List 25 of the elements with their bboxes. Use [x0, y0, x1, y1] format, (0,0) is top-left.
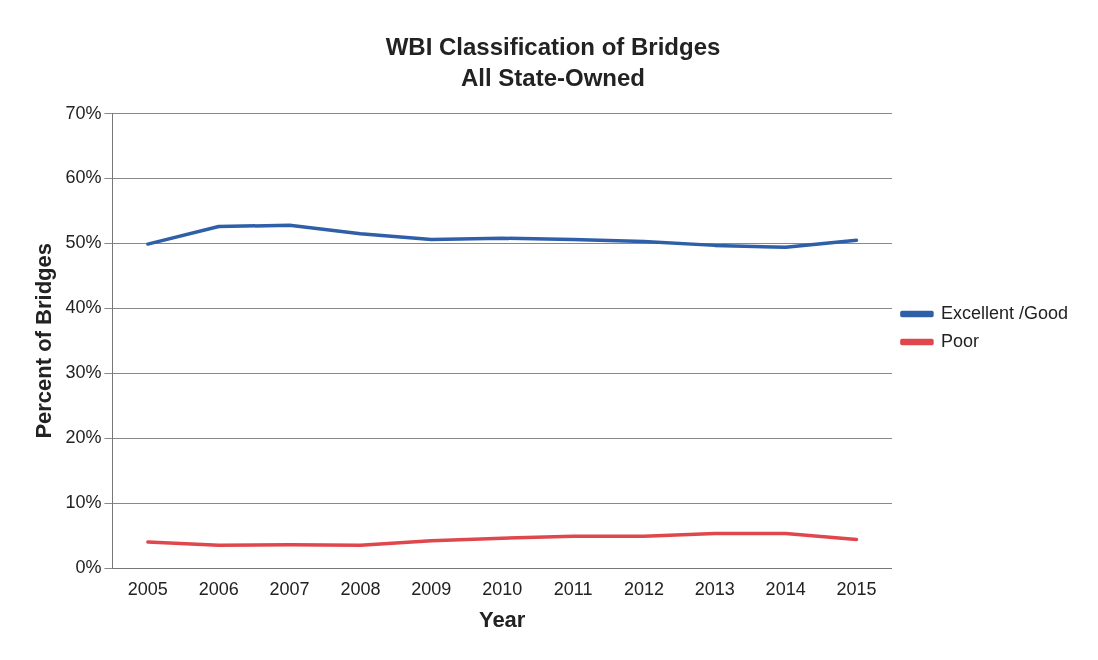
y-tick-label: 10%	[65, 492, 102, 513]
y-tick-label: 60%	[65, 167, 102, 188]
x-tick-label: 2015	[836, 578, 877, 599]
y-tick-label: 20%	[65, 427, 102, 448]
x-tick-label: 2009	[411, 578, 452, 599]
y-tick-label: 70%	[65, 102, 102, 123]
x-tick-label: 2013	[694, 578, 735, 599]
legend-label: Excellent /Good	[940, 302, 1069, 323]
x-tick-label: 2006	[198, 578, 239, 599]
y-tick-label: 40%	[65, 297, 102, 318]
x-tick-label: 2005	[127, 578, 168, 599]
x-tick-label: 2014	[765, 578, 806, 599]
y-axis-title: Percent of Bridges	[31, 243, 57, 439]
y-tick-label: 50%	[65, 232, 102, 253]
chart-subtitle: All State-Owned	[460, 63, 646, 91]
x-tick-label: 2007	[269, 578, 310, 599]
y-tick-label: 30%	[65, 362, 102, 383]
x-tick-label: 2011	[553, 578, 593, 599]
y-tick-label: 0%	[75, 556, 102, 577]
x-tick-label: 2008	[340, 578, 381, 599]
x-axis-title: Year	[478, 606, 526, 632]
chart-title: WBI Classification of Bridges	[385, 33, 721, 61]
legend-label: Poor	[940, 330, 979, 351]
x-tick-label: 2010	[482, 578, 523, 599]
x-tick-label: 2012	[623, 578, 664, 599]
